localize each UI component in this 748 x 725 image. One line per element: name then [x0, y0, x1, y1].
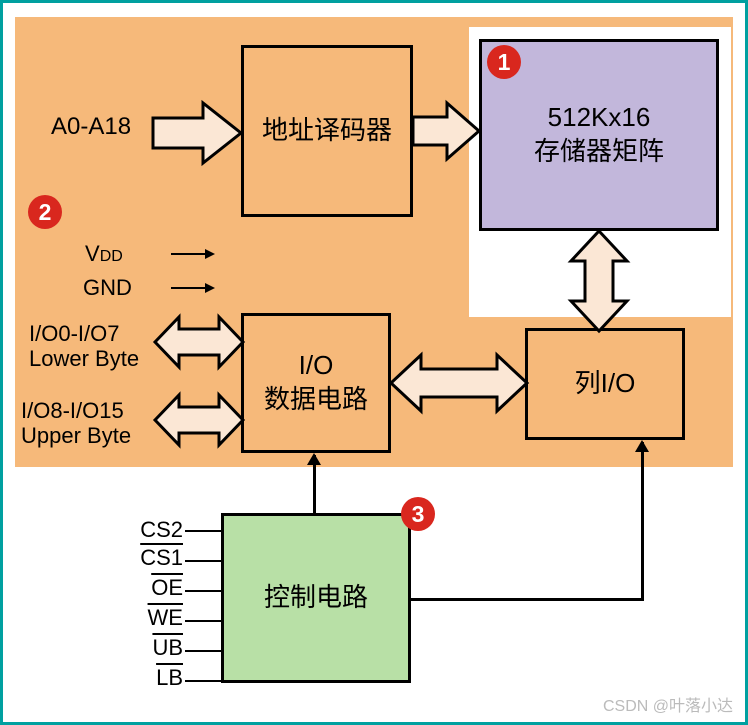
- sig-ub: UB: [133, 635, 183, 661]
- sig-oe-text: OE: [151, 575, 183, 600]
- colio-label: 列I/O: [575, 367, 636, 401]
- sig-cs2-line: [185, 530, 221, 532]
- sig-ub-text: UB: [152, 635, 183, 660]
- sig-we: WE: [133, 605, 183, 631]
- vdd-arrow: [171, 253, 213, 255]
- vdd-sub: DD: [100, 248, 123, 265]
- diagram-canvas: 地址译码器 512Kx16 存储器矩阵 I/O 数据电路 列I/O 控制电路 1…: [0, 0, 748, 725]
- colio-box: 列I/O: [525, 328, 685, 440]
- badge-3-text: 3: [412, 501, 425, 528]
- ctrl-to-colio-v: [641, 442, 644, 601]
- sig-we-text: WE: [148, 605, 183, 630]
- badge-1-text: 1: [498, 49, 511, 76]
- control-label: 控制电路: [264, 581, 368, 615]
- sig-we-line: [185, 620, 221, 622]
- io-hi2: Upper Byte: [21, 423, 131, 448]
- arrow-upperbyte: [155, 395, 243, 445]
- ctrl-to-io-line: [313, 455, 316, 513]
- sig-oe-line: [185, 590, 221, 592]
- vdd-label: VDD: [85, 241, 123, 267]
- sig-cs1-line: [185, 560, 221, 562]
- sig-lb: LB: [133, 665, 183, 691]
- io-hi1: I/O8-I/O15: [21, 398, 124, 423]
- matrix-label: 512Kx16 存储器矩阵: [534, 101, 664, 169]
- sig-cs1-text: CS1: [140, 545, 183, 570]
- io-lo2: Lower Byte: [29, 346, 139, 371]
- arrow-matrix-colio: [571, 231, 627, 331]
- io-lo1: I/O0-I/O7: [29, 321, 119, 346]
- badge-1: 1: [487, 45, 521, 79]
- sig-lb-text: LB: [156, 665, 183, 690]
- badge-3: 3: [401, 497, 435, 531]
- decoder-box: 地址译码器: [241, 45, 413, 217]
- arrow-io-colio: [391, 355, 527, 411]
- arrow-addr: [153, 103, 243, 163]
- sig-oe: OE: [133, 575, 183, 601]
- sig-lb-line: [185, 680, 221, 682]
- badge-2-text: 2: [39, 199, 52, 226]
- ctrl-to-colio-h: [411, 598, 643, 601]
- gnd-arrow: [171, 287, 213, 289]
- gnd-label: GND: [83, 275, 132, 301]
- arrow-lowerbyte: [155, 317, 243, 367]
- sig-ub-line: [185, 650, 221, 652]
- sig-cs2-text: CS2: [140, 517, 183, 542]
- io-label: I/O 数据电路: [264, 349, 368, 417]
- sig-cs2: CS2: [133, 517, 183, 543]
- addr-label: A0-A18: [51, 113, 131, 141]
- badge-2: 2: [28, 195, 62, 229]
- control-box: 控制电路: [221, 513, 411, 683]
- io-lo-label: I/O0-I/O7 Lower Byte: [29, 321, 139, 372]
- io-box: I/O 数据电路: [241, 313, 391, 453]
- arrow-decoder-matrix: [413, 103, 481, 159]
- watermark: CSDN @叶落小达: [603, 692, 733, 716]
- io-hi-label: I/O8-I/O15 Upper Byte: [21, 398, 131, 449]
- sig-cs1: CS1: [133, 545, 183, 571]
- decoder-label: 地址译码器: [262, 114, 392, 148]
